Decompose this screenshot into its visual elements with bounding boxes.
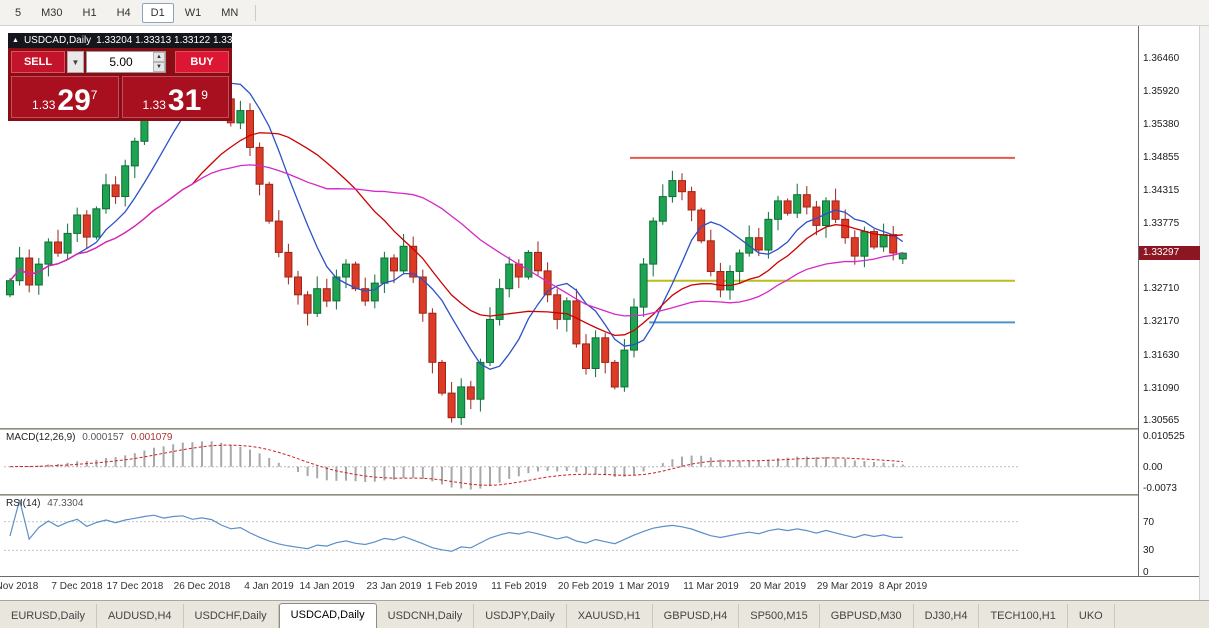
volume-stepper: ▲ ▼ <box>86 51 166 73</box>
volume-input[interactable] <box>86 51 166 73</box>
chart-tab-gbpusd-h4[interactable]: GBPUSD,H4 <box>653 604 740 628</box>
timeframe-D1[interactable]: D1 <box>141 2 174 23</box>
price-axis-tick: 1.31090 <box>1143 383 1180 394</box>
indicator-axis-tick: 0 <box>1143 567 1149 578</box>
one-click-trading-panel: ▲ USDCAD,Daily 1.33204 1.33313 1.33122 1… <box>8 33 232 121</box>
rsi-label: RSI(14) 47.3304 <box>6 498 83 509</box>
date-axis-tick: 20 Feb 2019 <box>557 581 615 592</box>
chart-tab-usdjpy-daily[interactable]: USDJPY,Daily <box>474 604 567 628</box>
timeframe-MN[interactable]: MN <box>212 3 247 23</box>
pane-divider[interactable] <box>0 494 1200 496</box>
header-symbol: USDCAD,Daily <box>23 35 92 46</box>
macd-main-value: 0.000157 <box>82 432 124 443</box>
macd-signal-value: 0.001079 <box>130 432 173 443</box>
buy-price-big: 31 <box>167 84 202 117</box>
timeframe-H4[interactable]: H4 <box>108 3 140 23</box>
timeframe-5[interactable]: 5 <box>6 3 30 23</box>
current-price-badge: 1.33297 <box>1139 246 1200 260</box>
chart-tab-usdchf-daily[interactable]: USDCHF,Daily <box>184 604 279 628</box>
rsi-chart <box>4 499 1020 552</box>
price-axis-tick: 1.34315 <box>1143 185 1180 196</box>
date-axis-tick: 11 Feb 2019 <box>491 581 547 592</box>
sell-button[interactable]: SELL <box>11 51 65 73</box>
symbol-tab-bar: EURUSD,Daily AUDUSD,H4 USDCHF,Daily USDCAD,… <box>0 600 1209 628</box>
date-axis-tick: 1 Mar 2019 <box>618 581 670 592</box>
volume-decrease-button[interactable]: ▼ <box>153 62 165 72</box>
sell-price-display[interactable]: 1.33 29 7 <box>11 76 119 118</box>
chart-tab-sp500-m15[interactable]: SP500,M15 <box>739 604 820 628</box>
date-axis-tick: 4 Jan 2019 <box>244 581 294 592</box>
timeframe-M30[interactable]: M30 <box>32 3 71 23</box>
indicator-axis-tick: 0.00 <box>1143 462 1163 473</box>
date-axis-tick: 11 Mar 2019 <box>683 581 739 592</box>
macd-pane[interactable]: MACD(12,26,9) 0.000157 0.001079 <box>0 430 1138 494</box>
buy-button[interactable]: BUY <box>175 51 229 73</box>
price-axis: 1.36460 1.35920 1.35380 1.34855 1.34315 1.337… <box>1138 26 1200 578</box>
date-axis-tick: 7 Dec 2018 <box>51 581 103 592</box>
buy-price-display[interactable]: 1.33 31 9 <box>121 76 229 118</box>
volume-dropdown-button[interactable]: ▼ <box>67 51 84 73</box>
chart-tab-usdcnh-daily[interactable]: USDCNH,Daily <box>377 604 475 628</box>
vertical-scrollbar[interactable] <box>1199 26 1209 600</box>
date-axis-tick: 14 Jan 2019 <box>299 581 355 592</box>
macd-name: MACD(12,26,9) <box>6 432 76 443</box>
price-axis-tick: 1.36460 <box>1143 53 1180 64</box>
indicator-axis-tick: 70 <box>1143 517 1155 528</box>
chart-tab-uko[interactable]: UKO <box>1068 604 1115 628</box>
price-axis-tick: 1.32710 <box>1143 283 1180 294</box>
price-axis-tick: 1.35920 <box>1143 86 1180 97</box>
timeframe-toolbar: 5 M30 H1 H4 D1 W1 MN <box>0 0 1209 26</box>
timeframe-H1[interactable]: H1 <box>74 3 106 23</box>
date-axis-tick: 1 Feb 2019 <box>426 581 478 592</box>
price-axis-tick: 1.34855 <box>1143 152 1180 163</box>
pane-divider[interactable] <box>0 428 1200 430</box>
date-axis-tick: 29 Mar 2019 <box>816 581 874 592</box>
date-axis-tick: 28 Nov 2018 <box>0 581 39 592</box>
chart-tab-xauusd-h1[interactable]: XAUUSD,H1 <box>567 604 653 628</box>
indicator-axis-tick: 0.010525 <box>1143 431 1185 442</box>
volume-increase-button[interactable]: ▲ <box>153 52 165 62</box>
chart-tab-usdcad-daily[interactable]: USDCAD,Daily <box>278 603 377 628</box>
rsi-name: RSI(14) <box>6 498 41 509</box>
indicator-axis-tick: -0.0073 <box>1143 483 1177 494</box>
trade-panel-body: SELL ▼ ▲ ▼ BUY 1.33 29 7 1.33 31 9 <box>8 48 232 121</box>
candlestick-chart[interactable] <box>0 26 1138 428</box>
date-axis-tick: 8 Apr 2019 <box>878 581 928 592</box>
date-axis-tick: 26 Dec 2018 <box>173 581 231 592</box>
chart-marker-icon: ▲ <box>12 37 19 44</box>
buy-price-prefix: 1.33 <box>142 98 166 112</box>
indicator-axis-tick: 30 <box>1143 545 1155 556</box>
toolbar-separator <box>255 4 257 21</box>
chart-tab-eurusd-daily[interactable]: EURUSD,Daily <box>0 604 97 628</box>
header-ohlc: 1.33204 1.33313 1.33122 1.33297 <box>96 35 232 46</box>
chart-tab-gbpusd-m30[interactable]: GBPUSD,M30 <box>820 604 914 628</box>
sell-price-prefix: 1.33 <box>32 98 56 112</box>
macd-label: MACD(12,26,9) 0.000157 0.001079 <box>6 432 172 443</box>
price-axis-tick: 1.35380 <box>1143 119 1180 130</box>
macd-chart <box>4 441 1020 490</box>
date-axis-tick: 23 Jan 2019 <box>366 581 422 592</box>
price-axis-tick: 1.31630 <box>1143 350 1180 361</box>
price-axis-tick: 1.30565 <box>1143 415 1180 426</box>
rsi-value: 47.3304 <box>47 498 84 509</box>
sell-price-sup: 7 <box>90 88 98 102</box>
price-axis-tick: 1.32170 <box>1143 316 1180 327</box>
date-axis-tick: 20 Mar 2019 <box>749 581 807 592</box>
price-chart-pane[interactable] <box>0 26 1138 428</box>
sell-price-big: 29 <box>57 84 91 117</box>
chart-tab-audusd-h4[interactable]: AUDUSD,H4 <box>97 604 184 628</box>
date-axis-tick: 17 Dec 2018 <box>106 581 164 592</box>
chart-tab-dj30-h4[interactable]: DJ30,H4 <box>914 604 980 628</box>
price-axis-tick: 1.33775 <box>1143 218 1180 229</box>
timeframe-W1[interactable]: W1 <box>176 3 211 23</box>
chart-ohlc-header: ▲ USDCAD,Daily 1.33204 1.33313 1.33122 1… <box>8 33 232 48</box>
rsi-pane[interactable]: RSI(14) 47.3304 <box>0 496 1138 576</box>
chart-tab-tech100-h1[interactable]: TECH100,H1 <box>979 604 1068 628</box>
buy-price-sup: 9 <box>201 88 208 102</box>
